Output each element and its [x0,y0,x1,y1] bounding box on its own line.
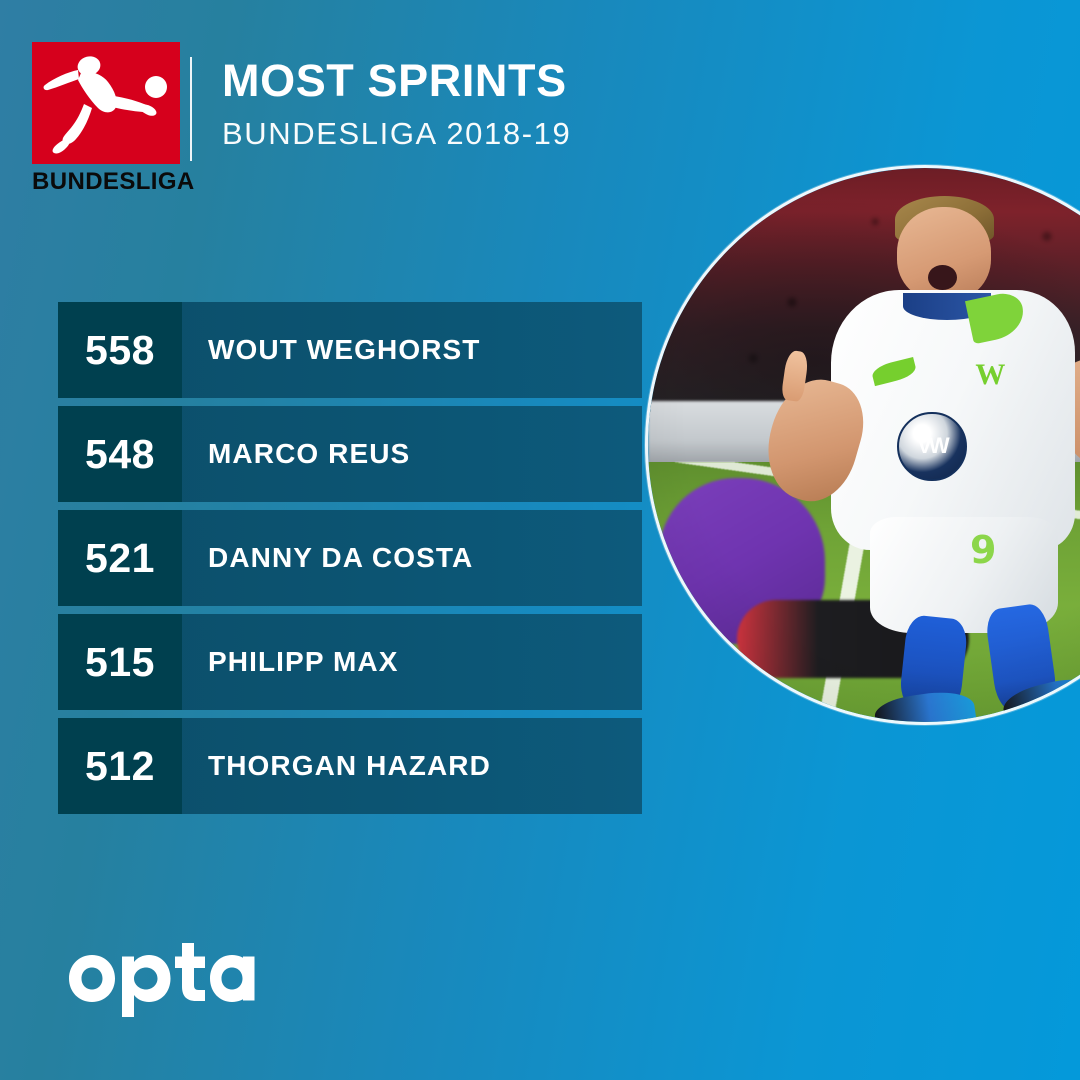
photo-player-shirt-number: 9 [958,523,1008,578]
row-value: 558 [58,302,182,398]
page-subtitle: BUNDESLIGA 2018-19 [222,116,572,151]
table-row: 548 MARCO REUS [58,406,642,502]
row-value: 515 [58,614,182,710]
bundesliga-logo-square [32,42,180,164]
row-value: 521 [58,510,182,606]
photo-vignette [648,168,1080,722]
page-title: MOST SPRINTS [222,55,567,106]
photo-player-mouth [927,264,957,291]
row-player-name: DANNY DA COSTA [208,542,474,573]
table-row: 515 PHILIPP MAX [58,614,642,710]
row-player-name: MARCO REUS [208,438,411,469]
opta-wordmark-icon [69,943,255,1017]
player-photo: W VW 9 [648,168,1080,722]
row-value: 512 [58,718,182,814]
sprints-ranking-table: 558 WOUT WEGHORST 548 MARCO REUS 521 DAN… [58,302,642,814]
header-divider [190,57,192,161]
opta-logo [62,935,262,1019]
wolfsburg-badge-icon: W [969,354,1011,396]
table-row: 512 THORGAN HAZARD [58,718,642,814]
title-group: MOST SPRINTS BUNDESLIGA 2018-19 [222,58,571,149]
table-row: 521 DANNY DA COSTA [58,510,642,606]
table-row: 558 WOUT WEGHORST [58,302,642,398]
row-player-name: THORGAN HAZARD [208,750,491,781]
player-photo-circle: W VW 9 [645,165,1080,725]
row-value: 548 [58,406,182,502]
bundesliga-logo: BUNDESLIGA [32,42,195,195]
bundesliga-logo-wordmark: BUNDESLIGA [32,168,195,195]
header: BUNDESLIGA MOST SPRINTS BUNDESLIGA 2018-… [0,0,1080,215]
vw-sponsor-logo: VW [897,411,967,481]
row-player-name: PHILIPP MAX [208,646,399,677]
row-player-name: WOUT WEGHORST [208,334,481,365]
bundesliga-kicking-player-icon [43,56,167,154]
